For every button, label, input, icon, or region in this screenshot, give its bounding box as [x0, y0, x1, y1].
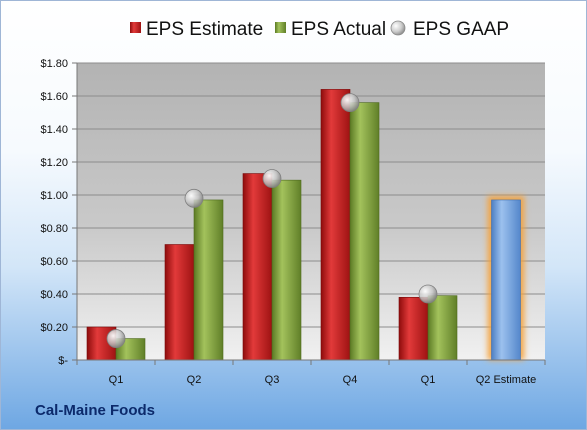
y-tick-label: $1.20 — [40, 157, 68, 169]
y-tick-label: $1.00 — [40, 190, 68, 202]
y-axis-ticks: $- $0.20 $0.40 $0.60 $0.80 $1.00 $1.20 $1.40 $1.… — [40, 58, 77, 367]
y-tick-label: $1.80 — [40, 58, 68, 70]
legend-label-eps-estimate: EPS Estimate — [146, 19, 263, 40]
legend-item-eps-gaap: EPS GAAP — [390, 19, 509, 40]
x-tick-label: Q3 — [265, 374, 280, 386]
legend-label-eps-gaap: EPS GAAP — [413, 19, 509, 40]
eps-actual-bar — [349, 102, 380, 361]
x-tick-label: Q1 — [109, 374, 124, 386]
bars — [86, 89, 525, 361]
legend-item-eps-actual: EPS Actual — [275, 19, 386, 40]
y-tick-label: $0.60 — [40, 256, 68, 268]
x-axis-ticks: Q1 Q2 Q3 Q4 Q1 Q2 Estimate — [76, 360, 546, 386]
eps-gaap-marker — [340, 93, 360, 112]
eps-estimate-bar — [398, 296, 429, 361]
eps-gaap-marker — [106, 329, 126, 348]
y-tick-label: $1.60 — [40, 91, 68, 103]
q2-estimate-bar — [491, 199, 521, 361]
y-tick-label: $- — [58, 355, 68, 367]
eps-actual-bar — [193, 199, 224, 361]
y-tick-label: $1.40 — [40, 124, 68, 136]
x-tick-label: Q2 — [187, 374, 202, 386]
legend: EPS Estimate EPS Actual EPS GAAP — [130, 19, 509, 40]
eps-gaap-marker — [262, 169, 282, 188]
eps-gaap-marker — [418, 284, 438, 304]
legend-item-eps-estimate: EPS Estimate — [130, 19, 263, 40]
eps-estimate-bar — [242, 173, 273, 361]
legend-swatch-eps-actual — [275, 22, 286, 33]
eps-gaap-marker — [184, 188, 204, 208]
y-tick-label: $0.40 — [40, 289, 68, 301]
legend-swatch-eps-gaap — [390, 20, 406, 36]
legend-swatch-eps-estimate — [130, 22, 141, 33]
eps-estimate-bar — [320, 89, 351, 361]
plot-background — [77, 63, 545, 360]
gaap-markers — [106, 93, 438, 348]
eps-actual-bar — [271, 179, 302, 361]
eps-actual-bar — [427, 295, 458, 361]
gridlines — [77, 62, 545, 328]
x-tick-label: Q2 Estimate — [476, 374, 537, 386]
y-tick-label: $0.80 — [40, 223, 68, 235]
y-tick-label: $0.20 — [40, 322, 68, 334]
legend-label-eps-actual: EPS Actual — [291, 19, 386, 40]
x-tick-label: Q1 — [421, 374, 436, 386]
company-name: Cal-Maine Foods — [35, 402, 156, 419]
x-tick-label: Q4 — [343, 374, 358, 386]
eps-estimate-bar — [164, 244, 195, 361]
